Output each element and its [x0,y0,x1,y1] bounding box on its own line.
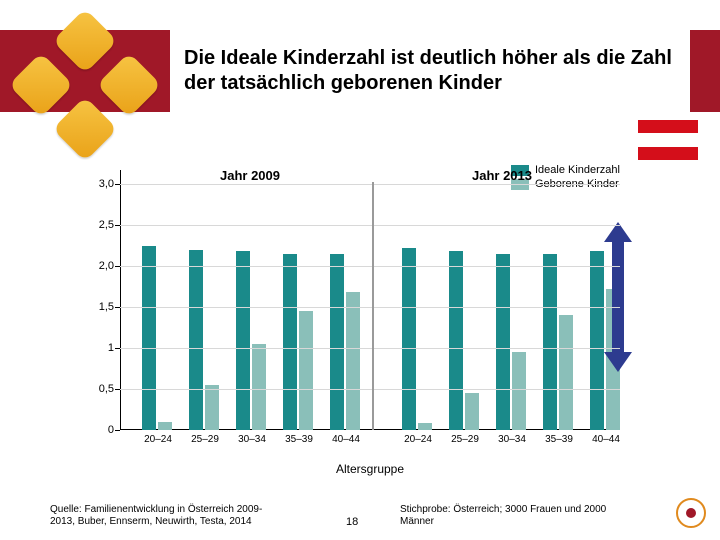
y-tick-label: 3,0 [99,178,114,190]
x-tick-label: 30–34 [487,434,537,445]
institute-logo-icon [676,498,706,528]
austria-flag-icon [638,120,698,160]
x-tick-label: 35–39 [274,434,324,445]
y-tick [115,225,120,226]
gridline [120,266,620,267]
bar-born [512,352,526,430]
bars-container [120,170,620,430]
bar-born [346,292,360,430]
y-tick-label: 2,0 [99,260,114,272]
y-tick-label: 1 [108,342,114,354]
page-title: Die Ideale Kinderzahl ist deutlich höher… [184,46,676,96]
bar-group [140,170,176,430]
page-number: 18 [346,516,358,528]
y-tick-label: 2,5 [99,219,114,231]
diamond-icon [52,8,117,73]
bar-group [541,170,577,430]
plot-area: Ideale Kinderzahl Geborene Kinder Alters… [120,170,620,430]
bar-group [281,170,317,430]
y-tick [115,430,120,431]
x-tick-label: 35–39 [534,434,584,445]
logo-cluster [18,18,153,153]
double-arrow-icon [604,222,632,372]
bar-born [158,422,172,430]
bar-ideal [449,251,463,430]
sample-text: Stichprobe: Österreich; 3000 Frauen und … [400,504,610,528]
bar-group [187,170,223,430]
bar-born [465,393,479,430]
bar-ideal [496,254,510,430]
bar-group [400,170,436,430]
bar-group [328,170,364,430]
bar-group [494,170,530,430]
gridline [120,389,620,390]
year-separator [372,182,374,430]
x-tick-label: 25–29 [440,434,490,445]
bar-ideal [236,251,250,430]
bar-ideal [402,248,416,430]
bar-ideal [283,254,297,430]
x-tick-label: 40–44 [581,434,631,445]
y-tick-label: 0,5 [99,383,114,395]
bar-born [299,311,313,430]
source-text: Quelle: Familienentwicklung in Österreic… [50,504,280,528]
y-tick [115,348,120,349]
bar-group [447,170,483,430]
bar-born [418,423,432,430]
gridline [120,348,620,349]
y-tick [115,389,120,390]
diamond-icon [8,52,73,117]
x-tick-label: 30–34 [227,434,277,445]
gridline [120,307,620,308]
bar-group [234,170,270,430]
x-tick-label: 40–44 [321,434,371,445]
x-tick-label: 25–29 [180,434,230,445]
diamond-icon [52,96,117,161]
bar-ideal [142,246,156,431]
y-tick [115,307,120,308]
bar-born [559,315,573,430]
y-tick-label: 0 [108,424,114,436]
diamond-icon [96,52,161,117]
bar-ideal [590,251,604,430]
legend-label: Ideale Kinderzahl [535,164,620,176]
y-tick-label: 1,5 [99,301,114,313]
year-label: Jahr 2009 [220,168,280,183]
y-tick [115,266,120,267]
x-tick-label: 20–24 [133,434,183,445]
title-box: Die Ideale Kinderzahl ist deutlich höher… [170,30,690,112]
bar-born [252,344,266,430]
bar-ideal [189,250,203,430]
bar-born [205,385,219,430]
bar-chart: Ideale Kinderzahl Geborene Kinder Alters… [80,160,640,480]
gridline [120,225,620,226]
x-axis-title: Altersgruppe [336,462,404,476]
year-label: Jahr 2013 [472,168,532,183]
bar-ideal [543,254,557,430]
x-tick-label: 20–24 [393,434,443,445]
gridline [120,184,620,185]
bar-ideal [330,254,344,430]
y-tick [115,184,120,185]
